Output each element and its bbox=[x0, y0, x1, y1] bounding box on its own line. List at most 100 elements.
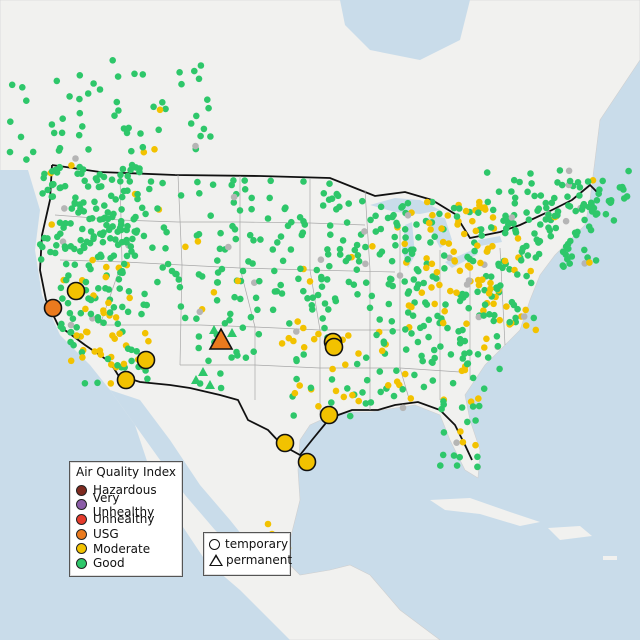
monitor-dot bbox=[493, 333, 501, 340]
monitor-dot bbox=[423, 198, 431, 206]
monitor-dot bbox=[59, 115, 66, 122]
monitor-dot bbox=[447, 351, 455, 358]
monitor-dot bbox=[446, 254, 453, 262]
monitor-dot bbox=[380, 340, 388, 347]
permanent-monitor-marker bbox=[227, 328, 237, 337]
monitor-dot bbox=[67, 357, 75, 365]
monitor-dot bbox=[269, 306, 277, 314]
highlighted-monitor-temporary[interactable] bbox=[275, 433, 295, 453]
monitor-dot bbox=[456, 453, 464, 461]
monitor-dot bbox=[172, 270, 179, 278]
monitor-dot bbox=[103, 263, 110, 271]
monitor-dot bbox=[293, 328, 300, 335]
monitor-dot bbox=[463, 281, 471, 288]
highlighted-monitor-temporary[interactable] bbox=[297, 452, 317, 472]
monitor-dot bbox=[444, 212, 452, 219]
monitor-dot bbox=[108, 176, 116, 183]
monitor-dot bbox=[267, 177, 275, 185]
monitor-dot bbox=[94, 379, 101, 387]
monitor-dot bbox=[279, 257, 287, 265]
monitor-dot bbox=[392, 242, 399, 249]
monitor-dot bbox=[377, 203, 385, 211]
monitor-dot bbox=[119, 303, 126, 311]
monitor-dot bbox=[376, 316, 384, 323]
monitor-dot bbox=[620, 186, 627, 193]
highlighted-monitor-temporary[interactable] bbox=[324, 337, 344, 357]
monitor-dot bbox=[409, 312, 417, 320]
highlighted-monitors-layer[interactable] bbox=[43, 281, 344, 472]
monitor-dot bbox=[378, 248, 386, 255]
monitor-dot bbox=[71, 261, 79, 269]
monitor-dot bbox=[57, 323, 65, 331]
monitor-dot bbox=[326, 180, 333, 187]
monitor-dot bbox=[114, 73, 122, 80]
monitor-dot bbox=[105, 226, 113, 234]
monitor-dot bbox=[480, 307, 487, 314]
highlighted-monitor-permanent[interactable] bbox=[208, 327, 234, 350]
monitor-dot bbox=[399, 203, 406, 210]
monitor-dot bbox=[514, 271, 521, 278]
monitor-dot bbox=[107, 192, 115, 200]
monitor-dot bbox=[128, 357, 135, 365]
aqi-legend-title: Air Quality Index bbox=[75, 465, 177, 479]
monitor-dot bbox=[363, 376, 371, 384]
highlighted-monitor-temporary[interactable] bbox=[116, 370, 136, 390]
monitor-dot bbox=[354, 291, 361, 298]
monitor-dot bbox=[236, 207, 244, 214]
legend-item-hazardous: Hazardous bbox=[70, 483, 182, 498]
monitor-dot bbox=[125, 288, 133, 295]
monitor-dot bbox=[353, 266, 361, 274]
monitor-dot bbox=[331, 295, 339, 302]
monitor-dot bbox=[138, 310, 145, 318]
monitor-dot bbox=[6, 148, 14, 156]
monitor-dot bbox=[404, 212, 412, 219]
monitor-dot bbox=[151, 146, 158, 153]
legend-item-good: Good bbox=[70, 556, 182, 571]
monitor-dot bbox=[581, 216, 588, 224]
aqi-legend: Air Quality Index Hazardous Very Unhealt… bbox=[69, 461, 183, 577]
monitor-dot bbox=[420, 383, 428, 391]
monitor-dot bbox=[623, 193, 631, 200]
monitor-dot bbox=[503, 303, 510, 310]
swatch-hazardous bbox=[76, 484, 87, 496]
monitor-dot bbox=[250, 348, 257, 356]
monitor-dot bbox=[354, 252, 362, 259]
monitor-dot bbox=[84, 90, 92, 97]
highlighted-monitor-temporary[interactable] bbox=[43, 298, 63, 318]
monitor-dot bbox=[205, 104, 212, 112]
monitor-dot bbox=[469, 217, 476, 225]
monitor-dot bbox=[464, 253, 471, 261]
cuba bbox=[430, 498, 540, 526]
monitor-dot bbox=[213, 297, 221, 304]
monitor-dot bbox=[315, 330, 322, 338]
highlighted-monitor-temporary[interactable] bbox=[319, 405, 339, 425]
monitor-dot bbox=[294, 318, 302, 325]
monitor-dot bbox=[353, 360, 361, 368]
monitor-dot bbox=[514, 235, 522, 242]
monitor-dot bbox=[282, 204, 289, 211]
monitor-dot bbox=[474, 453, 481, 461]
monitor-dot bbox=[123, 239, 130, 246]
monitor-dot bbox=[599, 177, 606, 185]
monitor-dot bbox=[433, 275, 440, 282]
monitor-dot bbox=[217, 384, 225, 392]
monitor-dot bbox=[320, 190, 328, 197]
monitor-dot bbox=[490, 300, 497, 308]
highlighted-monitor-temporary[interactable] bbox=[136, 350, 156, 370]
monitor-dot bbox=[450, 452, 458, 459]
monitor-dot bbox=[593, 197, 601, 204]
monitor-dot bbox=[210, 289, 218, 296]
monitor-dot bbox=[83, 238, 91, 246]
monitor-dot bbox=[228, 354, 235, 361]
monitor-dot bbox=[230, 193, 238, 201]
highlighted-monitor-temporary[interactable] bbox=[66, 281, 86, 301]
monitor-dot bbox=[154, 205, 161, 212]
monitor-dot bbox=[115, 107, 122, 114]
monitor-dot bbox=[297, 265, 304, 273]
monitor-dot bbox=[76, 248, 84, 255]
monitor-dot bbox=[402, 346, 410, 353]
monitor-dot bbox=[176, 69, 183, 76]
monitor-dot bbox=[506, 266, 513, 273]
monitor-dot bbox=[388, 318, 396, 325]
monitor-dot bbox=[453, 439, 460, 447]
